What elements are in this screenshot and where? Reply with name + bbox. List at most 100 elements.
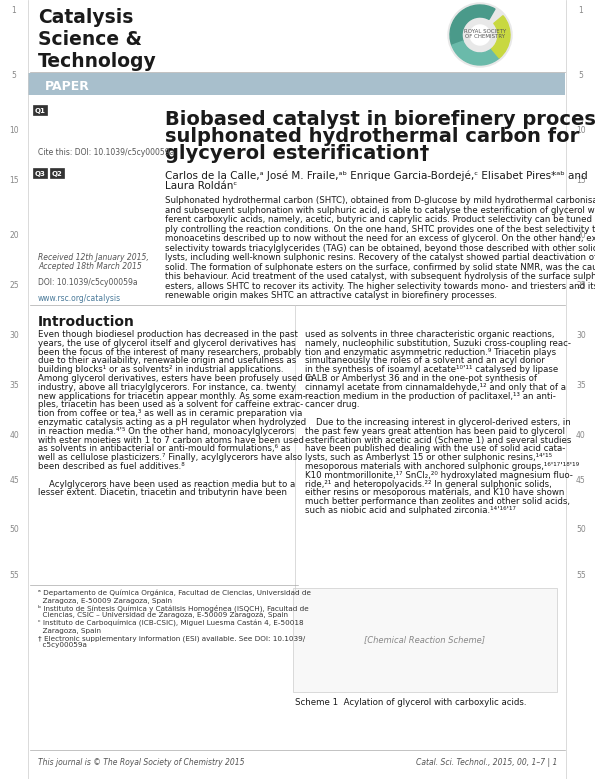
Text: esterification with acetic acid (Scheme 1) and several studies: esterification with acetic acid (Scheme … <box>305 435 571 445</box>
Text: esters, allows SHTC to recover its activity. The higher selectivity towards mono: esters, allows SHTC to recover its activ… <box>165 281 595 291</box>
Circle shape <box>470 25 490 45</box>
Text: Accepted 18th March 2015: Accepted 18th March 2015 <box>38 262 142 271</box>
Text: Zaragoza, Spain: Zaragoza, Spain <box>38 628 101 633</box>
Text: Cite this: DOI: 10.1039/c5cy00059a: Cite this: DOI: 10.1039/c5cy00059a <box>38 148 174 157</box>
Text: Catal. Sci. Technol., 2015, 00, 1–7 | 1: Catal. Sci. Technol., 2015, 00, 1–7 | 1 <box>416 758 557 767</box>
Text: ᶜ Instituto de Carboquímica (ICB-CSIC), Miguel Luesma Castán 4, E-50018: ᶜ Instituto de Carboquímica (ICB-CSIC), … <box>38 620 303 627</box>
Text: cancer drug.: cancer drug. <box>305 400 359 410</box>
Text: 30: 30 <box>9 330 19 340</box>
Text: been described as fuel additives.⁸: been described as fuel additives.⁸ <box>38 462 184 471</box>
Text: cinnamyl acetate from cinnamaldehyde,¹² and only that of a: cinnamyl acetate from cinnamaldehyde,¹² … <box>305 382 566 392</box>
Text: new applications for triacetin appear monthly. As some exam-: new applications for triacetin appear mo… <box>38 392 306 400</box>
Text: 50: 50 <box>576 526 586 534</box>
Text: Zaragoza, E-50009 Zaragoza, Spain: Zaragoza, E-50009 Zaragoza, Spain <box>38 597 172 604</box>
FancyBboxPatch shape <box>28 73 565 95</box>
Text: ples, triacetin has been used as a solvent for caffeine extrac-: ples, triacetin has been used as a solve… <box>38 400 303 410</box>
Text: tion and enzymatic asymmetric reduction.⁹ Triacetin plays: tion and enzymatic asymmetric reduction.… <box>305 347 556 357</box>
Text: well as cellulose plasticizers.⁷ Finally, acylglycerors have also: well as cellulose plasticizers.⁷ Finally… <box>38 453 302 462</box>
Text: with ester moieties with 1 to 7 carbon atoms have been used: with ester moieties with 1 to 7 carbon a… <box>38 435 304 445</box>
Text: in reaction media.⁴'⁵ On the other hand, monoacylglycerors: in reaction media.⁴'⁵ On the other hand,… <box>38 427 295 435</box>
Wedge shape <box>491 16 510 58</box>
Circle shape <box>448 3 512 67</box>
Text: Even though biodiesel production has decreased in the past: Even though biodiesel production has dec… <box>38 330 298 339</box>
Text: Carlos de la Calle,ᵃ José M. Fraile,ᵃᵇ Enrique Garcia-Bordejé,ᶜ Elisabet Pires*ᵃ: Carlos de la Calle,ᵃ José M. Fraile,ᵃᵇ E… <box>165 170 588 181</box>
Text: enzymatic catalysis acting as a pH regulator when hydrolyzed: enzymatic catalysis acting as a pH regul… <box>38 418 306 427</box>
Text: DOI: 10.1039/c5cy00059a: DOI: 10.1039/c5cy00059a <box>38 278 137 287</box>
Text: glycyerol esterification†: glycyerol esterification† <box>165 144 430 163</box>
Text: 30: 30 <box>576 330 586 340</box>
Text: [Chemical Reaction Scheme]: [Chemical Reaction Scheme] <box>365 636 486 644</box>
Text: Due to the increasing interest in glycerol-derived esters, in: Due to the increasing interest in glycer… <box>305 418 571 427</box>
Text: lysts, including well-known sulphonic resins. Recovery of the catalyst showed pa: lysts, including well-known sulphonic re… <box>165 253 595 262</box>
Text: 20: 20 <box>576 231 586 239</box>
Text: this behaviour. Acid treatment of the used catalyst, with subsequent hydrolysis : this behaviour. Acid treatment of the us… <box>165 272 595 281</box>
Text: used as solvents in three characteristic organic reactions,: used as solvents in three characteristic… <box>305 330 555 339</box>
Text: 10: 10 <box>9 125 19 135</box>
Text: monoacetins described up to now without the need for an excess of glycerol. On t: monoacetins described up to now without … <box>165 234 595 243</box>
Text: lysts, such as Amberlyst 15 or other sulphonic resins,¹⁴'¹⁵: lysts, such as Amberlyst 15 or other sul… <box>305 453 552 462</box>
Text: 15: 15 <box>9 175 19 185</box>
Text: 40: 40 <box>576 431 586 439</box>
Text: building blocks¹ or as solvents² in industrial applications.: building blocks¹ or as solvents² in indu… <box>38 365 283 374</box>
Text: tion from coffee or tea,³ as well as in ceramic preparation via: tion from coffee or tea,³ as well as in … <box>38 409 302 418</box>
Text: OF CHEMISTRY: OF CHEMISTRY <box>465 33 505 38</box>
FancyBboxPatch shape <box>33 105 47 115</box>
FancyBboxPatch shape <box>33 168 47 178</box>
Text: ply controlling the reaction conditions. On the one hand, SHTC provides one of t: ply controlling the reaction conditions.… <box>165 224 595 234</box>
Text: 20: 20 <box>9 231 19 239</box>
Text: Q2: Q2 <box>52 171 62 177</box>
Text: and subsequent sulphonation with sulphuric acid, is able to catalyse the esterif: and subsequent sulphonation with sulphur… <box>165 206 595 214</box>
Text: Sulphonated hydrothermal carbon (SHTC), obtained from D-glucose by mild hydrothe: Sulphonated hydrothermal carbon (SHTC), … <box>165 196 595 205</box>
Text: simultaneously the roles of a solvent and an acyl donor: simultaneously the roles of a solvent an… <box>305 357 545 365</box>
Text: ROYAL SOCIETY: ROYAL SOCIETY <box>464 29 506 33</box>
Text: ᵃ Departamento de Química Orgánica, Facultad de Ciencias, Universidad de: ᵃ Departamento de Química Orgánica, Facu… <box>38 590 311 597</box>
Text: † Electronic supplementary information (ESI) available. See DOI: 10.1039/: † Electronic supplementary information (… <box>38 635 305 641</box>
Text: Biobased catalyst in biorefinery processes:: Biobased catalyst in biorefinery process… <box>165 110 595 129</box>
Text: been the focus of the interest of many researchers, probably: been the focus of the interest of many r… <box>38 347 301 357</box>
Text: Introduction: Introduction <box>38 315 135 329</box>
Text: Q3: Q3 <box>35 171 45 177</box>
FancyBboxPatch shape <box>50 168 64 178</box>
Text: 55: 55 <box>9 570 19 580</box>
Text: Catalysis
Science &
Technology: Catalysis Science & Technology <box>38 8 156 71</box>
Text: in the synthesis of isoamyl acetate¹⁰'¹¹ catalysed by lipase: in the synthesis of isoamyl acetate¹⁰'¹¹… <box>305 365 558 374</box>
Text: such as niobic acid and sulphated zirconia.¹⁴'¹⁶'¹⁷: such as niobic acid and sulphated zircon… <box>305 506 516 515</box>
Text: 55: 55 <box>576 570 586 580</box>
FancyBboxPatch shape <box>293 588 557 692</box>
Wedge shape <box>452 41 499 65</box>
Text: 25: 25 <box>576 280 586 290</box>
Text: years, the use of glycerol itself and glycerol derivatives has: years, the use of glycerol itself and gl… <box>38 339 296 347</box>
Text: This journal is © The Royal Society of Chemistry 2015: This journal is © The Royal Society of C… <box>38 758 245 767</box>
Text: selectivity towards triacylglycerides (TAG) can be obtained, beyond those descri: selectivity towards triacylglycerides (T… <box>165 244 595 252</box>
Text: Ciencias, CSIC – Universidad de Zaragoza, E-50009 Zaragoza, Spain: Ciencias, CSIC – Universidad de Zaragoza… <box>38 612 288 619</box>
Text: Among glycerol derivatives, esters have been profusely used in: Among glycerol derivatives, esters have … <box>38 374 314 383</box>
Text: 35: 35 <box>9 380 19 390</box>
Wedge shape <box>450 5 495 45</box>
Text: sulphonated hydrothermal carbon for: sulphonated hydrothermal carbon for <box>165 127 580 146</box>
Text: 25: 25 <box>9 280 19 290</box>
Text: have been published dealing with the use of solid acid cata-: have been published dealing with the use… <box>305 444 565 453</box>
Text: 10: 10 <box>576 125 586 135</box>
Text: 35: 35 <box>576 380 586 390</box>
Text: 40: 40 <box>9 431 19 439</box>
Text: 45: 45 <box>576 475 586 485</box>
Text: Q1: Q1 <box>35 108 45 114</box>
Text: PAPER: PAPER <box>45 80 90 93</box>
Text: namely, nucleophilic substitution, Suzuki cross-coupling reac-: namely, nucleophilic substitution, Suzuk… <box>305 339 571 347</box>
Text: Acylglycerors have been used as reaction media but to a: Acylglycerors have been used as reaction… <box>38 480 295 488</box>
Text: due to their availability, renewable origin and usefulness as: due to their availability, renewable ori… <box>38 357 296 365</box>
Text: 1: 1 <box>578 5 583 15</box>
Text: lesser extent. Diacetin, triacetin and tributyrin have been: lesser extent. Diacetin, triacetin and t… <box>38 488 287 498</box>
Text: K10 montmorillonite,¹⁷ SnCl₂,²⁰ hydroxylated magnesium fluo-: K10 montmorillonite,¹⁷ SnCl₂,²⁰ hydroxyl… <box>305 471 573 480</box>
Text: Scheme 1  Acylation of glycerol with carboxylic acids.: Scheme 1 Acylation of glycerol with carb… <box>295 698 527 707</box>
Text: renewable origin makes SHTC an attractive catalyst in biorefinery processes.: renewable origin makes SHTC an attractiv… <box>165 291 497 300</box>
Text: ride,²¹ and heteropolyacids.²² In general sulphonic solids,: ride,²¹ and heteropolyacids.²² In genera… <box>305 480 552 488</box>
Text: Laura Roldánᶜ: Laura Roldánᶜ <box>165 181 237 191</box>
Text: 5: 5 <box>578 71 584 79</box>
Text: much better performance than zeolites and other solid acids,: much better performance than zeolites an… <box>305 497 570 506</box>
Text: c5cy00059a: c5cy00059a <box>38 643 87 648</box>
Text: solid. The formation of sulphonate esters on the surface, confirmed by solid sta: solid. The formation of sulphonate ester… <box>165 263 595 272</box>
Text: 5: 5 <box>11 71 17 79</box>
Text: industry, above all triacylglycerors. For instance, ca. twenty: industry, above all triacylglycerors. Fo… <box>38 382 296 392</box>
Text: mesoporous materials with anchored sulphonic groups,¹⁶'¹⁷'¹⁸'¹⁹: mesoporous materials with anchored sulph… <box>305 462 579 471</box>
